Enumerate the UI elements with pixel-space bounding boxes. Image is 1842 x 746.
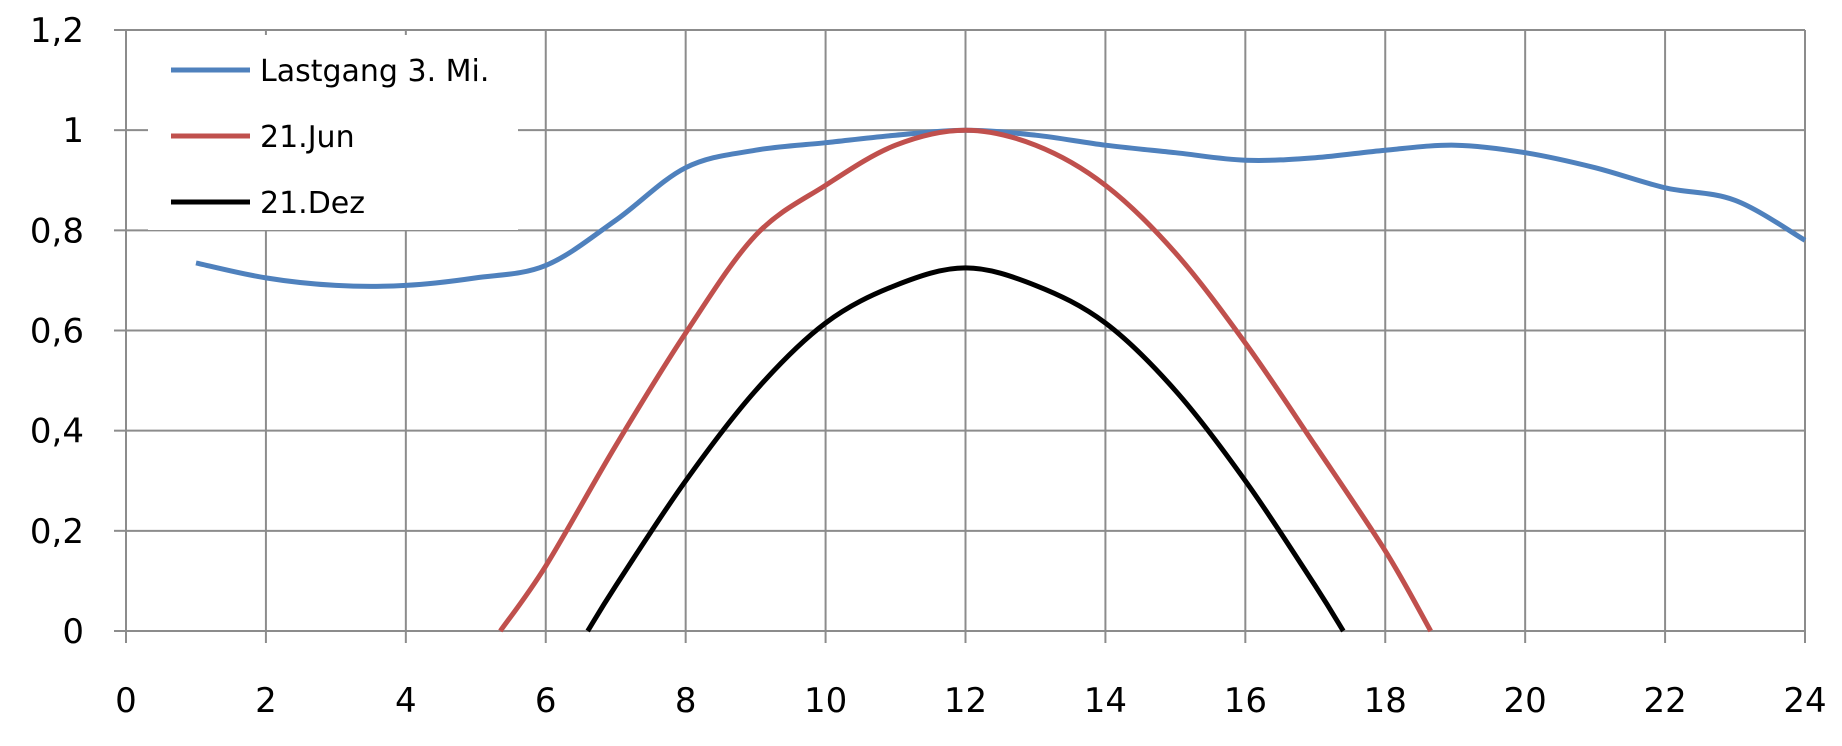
series-lines [195, 127, 1807, 633]
y-tick-label: 0,4 [30, 412, 84, 452]
series-line-2 [498, 127, 1433, 633]
x-tick-label: 6 [535, 681, 557, 721]
y-tick-label: 0,8 [30, 211, 84, 251]
y-tick-label: 1 [62, 111, 84, 151]
x-tick-label: 4 [395, 681, 417, 721]
series-line-3 [585, 265, 1346, 633]
x-tick-label: 24 [1783, 681, 1826, 721]
axes [114, 29, 1806, 643]
legend-label: Lastgang 3. Mi. [260, 54, 489, 89]
legend-label: 21.Jun [260, 120, 355, 155]
legend-label: 21.Dez [260, 186, 365, 221]
x-tick-label: 16 [1224, 681, 1267, 721]
y-tick-label: 0,6 [30, 312, 84, 352]
x-tick-label: 22 [1643, 681, 1686, 721]
tick-labels: 00,20,40,60,811,20 2 4 6 8 10 12 14 16 18 20 22 24 [30, 11, 1827, 721]
x-tick-label: 0 [115, 681, 137, 721]
y-tick-label: 0,2 [30, 512, 84, 552]
x-tick-label: 2 [255, 681, 277, 721]
x-tick-label: 20 [1504, 681, 1547, 721]
x-tick-label: 14 [1084, 681, 1127, 721]
x-tick-label: 8 [675, 681, 697, 721]
x-tick-label: 10 [804, 681, 847, 721]
legend: Lastgang 3. Mi. 21.Jun 21.Dez [148, 35, 518, 230]
x-tick-label: 12 [944, 681, 987, 721]
y-tick-label: 1,2 [30, 11, 84, 51]
y-tick-label: 0 [62, 612, 84, 652]
x-tick-label: 18 [1364, 681, 1407, 721]
